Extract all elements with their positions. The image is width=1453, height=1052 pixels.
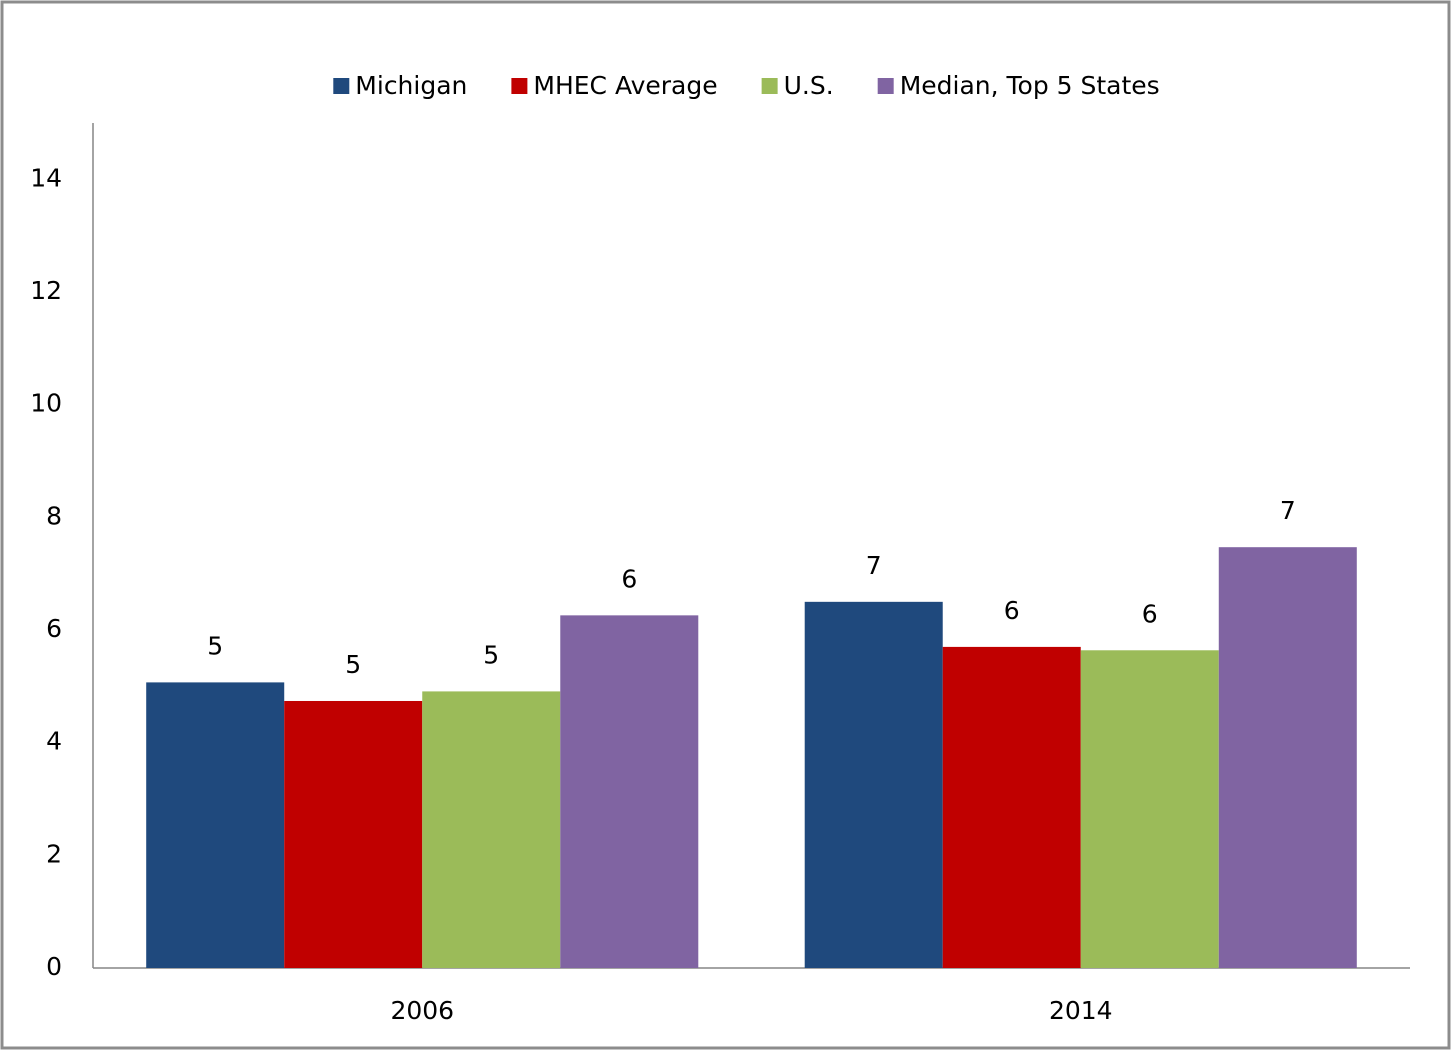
legend-label: Median, Top 5 States (900, 71, 1160, 100)
x-tick-label: 2014 (1049, 996, 1113, 1025)
data-label: 7 (1280, 496, 1296, 525)
legend-swatch (761, 78, 778, 94)
data-label: 5 (345, 650, 361, 679)
legend-swatch (333, 78, 350, 94)
data-label: 6 (1004, 596, 1020, 625)
data-label: 5 (483, 640, 499, 669)
legend-swatch (877, 78, 894, 94)
x-tick-label: 2006 (390, 996, 454, 1025)
legend-label: MHEC Average (533, 71, 717, 100)
data-label: 6 (1142, 599, 1158, 628)
legend: Michigan MHEC Average U.S. Median, Top 5 St… (333, 71, 1160, 100)
legend-label: U.S. (784, 71, 834, 100)
y-tick-label: 14 (30, 163, 62, 192)
y-tick-label: 12 (30, 276, 62, 305)
y-tick-label: 4 (46, 727, 62, 756)
bar (146, 682, 285, 968)
bar (942, 646, 1081, 968)
bar (284, 700, 423, 968)
legend-swatch (511, 78, 528, 94)
data-label: 5 (207, 631, 223, 660)
data-label: 6 (621, 564, 637, 593)
bar (804, 601, 943, 968)
data-label: 7 (866, 551, 882, 580)
bar (560, 615, 699, 968)
legend-label: Michigan (355, 71, 467, 100)
bar (1080, 650, 1219, 968)
bar (422, 691, 561, 968)
y-tick-label: 10 (30, 389, 62, 418)
y-tick-label: 0 (46, 952, 62, 981)
y-tick-label: 2 (46, 839, 62, 868)
bar (1218, 547, 1357, 968)
y-tick-label: 6 (46, 614, 62, 643)
y-tick-label: 8 (46, 501, 62, 530)
